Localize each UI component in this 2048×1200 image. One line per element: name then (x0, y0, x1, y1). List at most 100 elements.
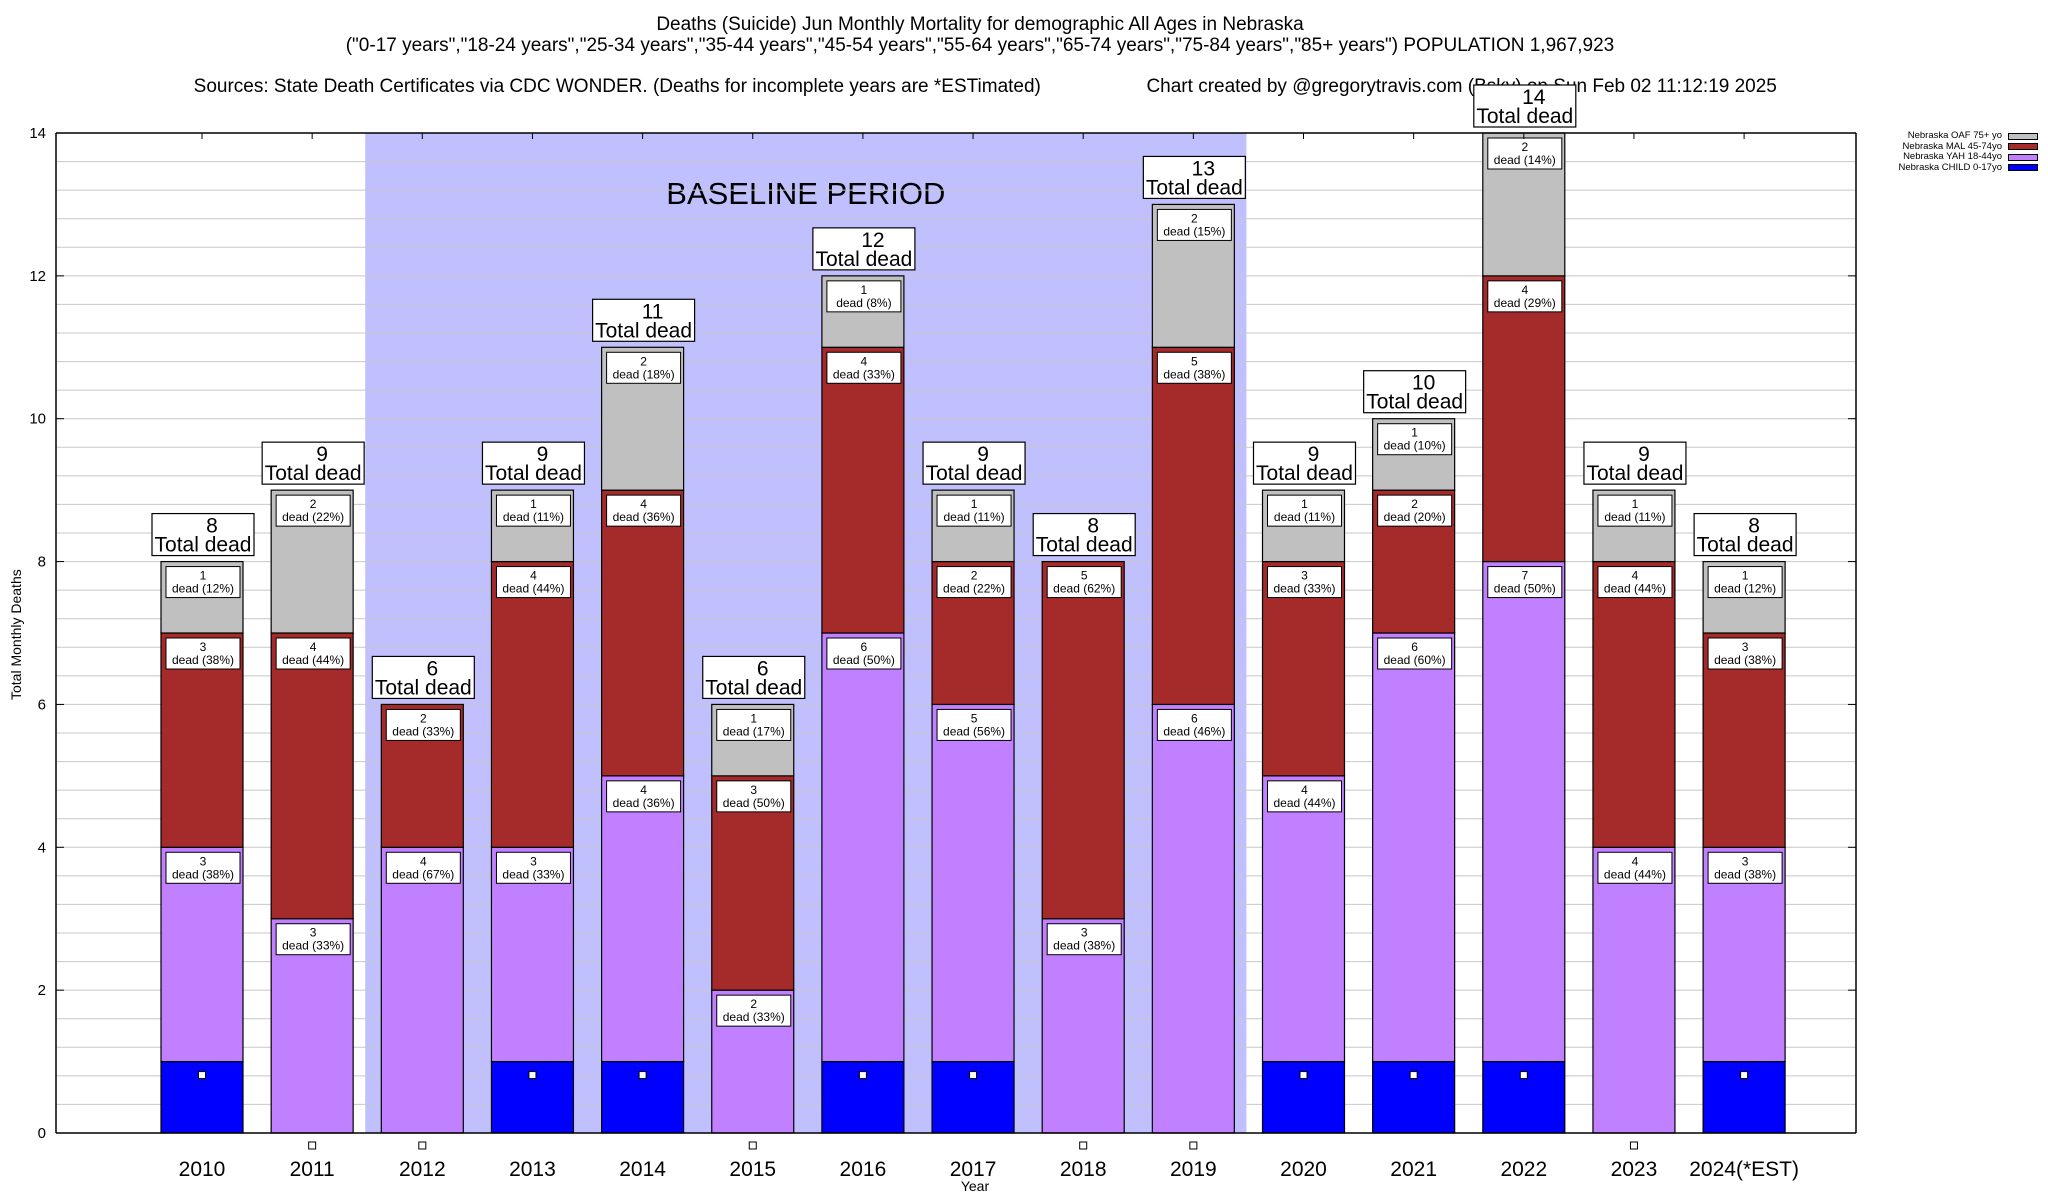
child-zero-marker (1629, 1141, 1638, 1150)
segment-label-box (1597, 494, 1673, 527)
segment-label-box (165, 566, 241, 599)
segment-label-box (606, 351, 682, 384)
x-tick-label: 2013 (509, 1158, 556, 1181)
segment-label-box (1487, 566, 1563, 599)
segment-label-count: 3 (1742, 640, 1749, 654)
bar-segment (380, 846, 464, 1134)
segment-label-count: 4 (1632, 854, 1639, 868)
segment-label-count: 3 (1301, 569, 1308, 583)
x-tick-label: 2018 (1060, 1158, 1107, 1181)
bar-segment (821, 346, 905, 634)
child-marker (198, 1071, 206, 1080)
bar-segment (1151, 346, 1235, 706)
segment-label-count: 4 (420, 854, 427, 868)
segment-label-percent: dead (67%) (392, 867, 454, 881)
segment-label-count: 2 (750, 997, 757, 1011)
bar-segment (1151, 703, 1235, 1134)
segment-label-percent: dead (62%) (1053, 582, 1115, 596)
segment-label-count: 1 (750, 711, 757, 725)
total-label-text: Total dead (595, 319, 692, 342)
segment-label-percent: dead (60%) (1384, 653, 1446, 667)
segment-label-count: 1 (1301, 497, 1308, 511)
total-label-text: Total dead (1146, 176, 1243, 199)
segment-label-percent: dead (20%) (1384, 510, 1446, 524)
segment-label-box (1377, 494, 1453, 527)
total-label-count: 12 (861, 229, 884, 252)
segment-label-box (275, 923, 351, 956)
segment-label-percent: dead (50%) (833, 653, 895, 667)
total-label-count: 6 (426, 657, 438, 680)
bar-segment (1482, 560, 1566, 1063)
total-label-count: 9 (316, 443, 328, 466)
x-tick-label: 2015 (729, 1158, 776, 1181)
total-label-box (1032, 512, 1136, 557)
total-label-text: Total dead (485, 462, 582, 485)
segment-label-box (165, 637, 241, 670)
segment-label-count: 4 (530, 569, 537, 583)
segment-label-count: 2 (640, 354, 647, 368)
segment-label-percent: dead (11%) (943, 510, 1004, 524)
segment-label-count: 2 (1411, 497, 1418, 511)
segment-label-box (1707, 637, 1783, 670)
child-zero-marker (1079, 1141, 1088, 1150)
total-label-text: Total dead (1256, 462, 1353, 485)
segment-label-percent: dead (38%) (1053, 939, 1115, 953)
bar-segment (1592, 846, 1676, 1134)
chart-subtitle: ("0-17 years","18-24 years","25-34 years… (345, 35, 1615, 56)
segment-label-count: 1 (861, 283, 868, 297)
segment-label-percent: dead (38%) (1714, 653, 1776, 667)
child-marker (1519, 1071, 1528, 1080)
y-tick-label: 8 (38, 554, 46, 571)
y-tick-label: 4 (38, 839, 46, 856)
segment-label-percent: dead (14%) (1494, 153, 1556, 167)
segment-label-box (1267, 780, 1342, 813)
segment-label-percent: dead (33%) (282, 939, 344, 953)
segment-label-percent: dead (15%) (1163, 224, 1225, 238)
total-label-box (591, 298, 696, 342)
segment-label-percent: dead (12%) (172, 582, 234, 596)
total-label-count: 10 (1412, 372, 1435, 395)
total-label-count: 9 (977, 443, 989, 466)
legend-label: Nebraska CHILD 0-17yo (1898, 161, 2003, 173)
bar-segment (821, 632, 905, 1063)
x-tick-label: 2016 (840, 1158, 887, 1181)
segment-label-box (606, 780, 682, 813)
segment-label-percent: dead (44%) (282, 653, 344, 667)
total-label-count: 13 (1192, 157, 1215, 180)
segment-label-count: 5 (971, 711, 978, 725)
segment-label-count: 3 (750, 783, 757, 797)
segment-label-percent: dead (33%) (723, 1010, 785, 1024)
x-tick-label: 2022 (1500, 1158, 1547, 1181)
total-label-box (702, 655, 806, 700)
segment-label-count: 1 (530, 497, 537, 511)
bar-segment (600, 489, 685, 777)
segment-label-count: 3 (200, 640, 207, 654)
x-tick-label: 2019 (1170, 1158, 1217, 1181)
total-label-box (1583, 441, 1687, 485)
segment-label-percent: dead (29%) (1494, 296, 1556, 310)
total-label-box (1363, 370, 1467, 414)
total-label-text: Total dead (1366, 391, 1463, 414)
segment-label-count: 2 (971, 569, 978, 583)
segment-label-percent: dead (46%) (1163, 724, 1225, 738)
segment-label-count: 4 (861, 354, 868, 368)
legend-item: Nebraska YAH 18-44yo (1870, 151, 2038, 163)
segment-label-count: 7 (1521, 569, 1528, 583)
bar-segment (1261, 775, 1346, 1063)
bar-segment (600, 775, 685, 1063)
segment-label-count: 2 (310, 497, 317, 511)
segment-label-percent: dead (8%) (836, 296, 891, 310)
segment-label-box (275, 637, 351, 670)
x-tick-label: 2011 (290, 1158, 335, 1181)
segment-label-count: 4 (1521, 283, 1528, 297)
segment-label-percent: dead (44%) (1273, 796, 1335, 810)
segment-label-count: 4 (640, 497, 647, 511)
segment-label-percent: dead (44%) (1604, 582, 1666, 596)
legend: Nebraska OAF 75+ yo Nebraska MAL 45-74yo… (1870, 130, 2038, 173)
child-zero-marker (308, 1141, 317, 1150)
y-tick-label: 14 (29, 125, 46, 142)
segment-label-count: 2 (420, 711, 427, 725)
segment-label-percent: dead (11%) (1274, 510, 1335, 524)
total-label-count: 9 (1638, 443, 1650, 466)
